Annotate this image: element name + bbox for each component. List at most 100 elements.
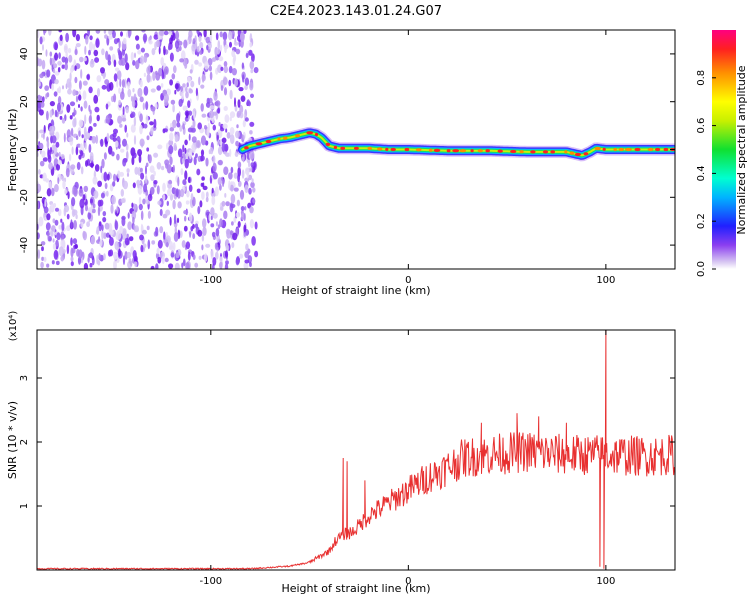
heatmap-noise-cell — [88, 115, 92, 124]
heatmap-noise-cell — [184, 62, 188, 69]
heatmap-noise-cell — [211, 187, 214, 194]
heatmap-noise-cell — [37, 232, 40, 240]
snr-x-label: Height of straight line (km) — [281, 582, 430, 595]
heatmap-noise-cell — [181, 262, 184, 269]
heatmap-noise-cell — [209, 146, 214, 155]
heatmap-noise-cell — [167, 188, 172, 197]
heatmap-noise-cell — [145, 175, 148, 184]
heatmap-noise-cell — [83, 262, 88, 269]
snr-series-line — [37, 330, 675, 570]
heatmap-noise-cell — [118, 49, 121, 57]
heatmap-noise-cell — [221, 200, 226, 207]
heatmap-noise-cell — [203, 30, 207, 38]
heatmap-noise-cell — [238, 87, 244, 92]
heatmap-noise-cell — [187, 176, 191, 183]
heatmap-noise-cell — [56, 232, 61, 241]
heatmap-ridge-peak — [530, 150, 536, 154]
heatmap-noise-cell — [236, 110, 242, 117]
heatmap-noise-cell — [201, 244, 204, 251]
heatmap-noise-cell — [108, 34, 113, 40]
heatmap-noise-cell — [37, 200, 40, 210]
heatmap-noise-cell — [57, 102, 61, 112]
heatmap-noise-cell — [197, 45, 200, 53]
heatmap-noise-cell — [164, 257, 169, 263]
colorbar-tick-label: 0.6 — [696, 118, 707, 134]
heatmap-noise-cell — [158, 30, 164, 36]
heatmap-noise-cell — [113, 260, 117, 269]
heatmap-noise-cell — [186, 82, 189, 88]
heatmap-noise-cell — [163, 93, 169, 103]
heatmap-noise-cell — [78, 249, 83, 259]
heatmap-noise-cell — [224, 250, 229, 258]
heatmap-noise-cell — [94, 164, 100, 172]
heatmap-noise-cell — [176, 122, 181, 128]
heatmap-noise-cell — [41, 246, 44, 252]
heatmap-noise-cell — [118, 248, 121, 257]
heatmap-noise-cell — [204, 125, 207, 130]
heatmap-noise-cell — [205, 36, 211, 44]
heatmap-noise-cell — [97, 180, 102, 187]
heatmap-ridge-peak — [255, 142, 263, 146]
heatmap-noise-cell — [88, 128, 91, 134]
heatmap-noise-cell — [42, 131, 45, 140]
heatmap-noise-cell — [169, 156, 173, 165]
heatmap-noise-cell — [233, 216, 237, 223]
heatmap-noise-cell — [89, 59, 95, 68]
heatmap-noise-cell — [153, 118, 157, 129]
heatmap-noise-cell — [180, 168, 184, 176]
heatmap-noise-cell — [202, 226, 207, 236]
heatmap-noise-cell — [149, 165, 155, 173]
heatmap-ridge-peak — [377, 147, 383, 151]
heatmap-noise-cell — [181, 157, 185, 164]
heatmap-noise-cell — [153, 180, 158, 185]
heatmap-noise-cell — [169, 52, 174, 62]
heatmap-noise-cell — [41, 150, 46, 158]
heatmap-noise-cell — [242, 119, 246, 128]
heatmap-noise-cell — [41, 256, 44, 261]
heatmap-noise-cell — [226, 229, 232, 239]
heatmap-noise-cell — [210, 215, 213, 221]
heatmap-noise-cell — [177, 176, 180, 187]
heatmap-noise-cell — [92, 176, 98, 185]
heatmap-ridge-peak — [446, 149, 451, 153]
heatmap-noise-cell — [122, 180, 128, 190]
heatmap-noise-cell — [157, 144, 163, 150]
heatmap-noise-cell — [67, 47, 72, 54]
heatmap-noise-cell — [39, 160, 45, 167]
heatmap-noise-cell — [187, 100, 191, 108]
heatmap-noise-cell — [126, 172, 130, 177]
heatmap-noise-cell — [250, 181, 255, 188]
heatmap-noise-cell — [130, 95, 134, 102]
heatmap-noise-cell — [46, 188, 52, 197]
heatmap-noise-cell — [51, 187, 55, 197]
heatmap-noise-cell — [148, 154, 152, 164]
heatmap-noise-cell — [225, 244, 230, 252]
heatmap-noise-cell — [131, 202, 134, 208]
heatmap-noise-cell — [162, 194, 166, 202]
heatmap-noise-cell — [161, 255, 165, 265]
heatmap-noise-cell — [200, 84, 205, 89]
heatmap-noise-cell — [80, 166, 84, 175]
heatmap-noise-cell — [230, 193, 236, 204]
heatmap-noise-cell — [49, 109, 53, 118]
heatmap-noise-cell — [149, 121, 154, 126]
heatmap-noise-cell — [143, 183, 148, 193]
heatmap-noise-cell — [43, 206, 49, 214]
heatmap-noise-cell — [117, 170, 121, 179]
heatmap-noise-cell — [95, 38, 100, 48]
heatmap-noise-cell — [188, 149, 192, 160]
heatmap-noise-cell — [176, 217, 180, 223]
heatmap-noise-cell — [70, 256, 74, 262]
heatmap-noise-cell — [219, 31, 223, 38]
heatmap-noise-cell — [116, 230, 122, 240]
heatmap-noise-cell — [194, 41, 198, 50]
heatmap-noise-cell — [141, 30, 146, 33]
heatmap-noise-cell — [108, 145, 113, 155]
heatmap-noise-cell — [240, 95, 246, 102]
heatmap-noise-cell — [204, 61, 209, 70]
heatmap-noise-cell — [212, 124, 216, 131]
heatmap-noise-cell — [217, 107, 220, 114]
heatmap-noise-cell — [68, 136, 74, 142]
heatmap-noise-cell — [57, 177, 60, 185]
